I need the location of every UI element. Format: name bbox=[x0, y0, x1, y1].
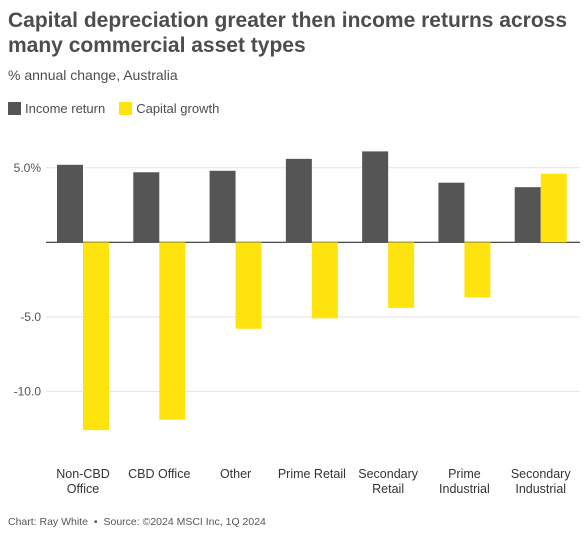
x-tick-label: Secondary Industrial bbox=[511, 467, 572, 496]
chart-footer: Chart: Ray White • Source: ©2024 MSCI In… bbox=[8, 516, 266, 528]
bar-income-return bbox=[438, 182, 465, 243]
y-tick-label: -10.0 bbox=[14, 384, 42, 398]
chart-subtitle: % annual change, Australia bbox=[8, 67, 178, 83]
y-tick-label: -5.0 bbox=[20, 310, 41, 324]
x-tick-label: Secondary Retail bbox=[358, 467, 419, 496]
bar-capital-growth bbox=[388, 242, 415, 308]
legend-label-income-return: Income return bbox=[25, 101, 106, 116]
x-tick-label: Prime Industrial bbox=[439, 467, 490, 496]
bar-capital-growth bbox=[83, 242, 109, 431]
chart-credit: Chart: Ray White bbox=[8, 516, 88, 528]
footer-separator: • bbox=[93, 516, 98, 528]
legend-swatch-capital-growth bbox=[119, 102, 133, 115]
bar-capital-growth bbox=[540, 173, 567, 243]
x-tick-label: Prime Retail bbox=[278, 467, 346, 481]
bar-income-return bbox=[209, 170, 236, 243]
bar-capital-growth bbox=[311, 242, 338, 319]
chart-source: Source: ©2024 MSCI Inc, 1Q 2024 bbox=[103, 516, 266, 528]
chart-legend: Income return Capital growth bbox=[8, 101, 233, 116]
y-tick-label: 5.0% bbox=[14, 161, 42, 175]
bar-income-return bbox=[133, 172, 160, 243]
bar-income-return bbox=[514, 187, 541, 243]
bar-chart: 5.0% -5.0 -10.0 Non-CBD Office CBD Office Othe… bbox=[14, 151, 580, 496]
x-tick-label: Non-CBD Office bbox=[56, 467, 110, 496]
bar-capital-growth bbox=[159, 242, 186, 420]
legend-swatch-income-return bbox=[8, 102, 21, 115]
chart-title: Capital depreciation greater then income… bbox=[8, 9, 568, 57]
bar-income-return bbox=[362, 151, 389, 243]
bar-income-return bbox=[285, 158, 312, 243]
x-tick-label: Other bbox=[220, 467, 251, 481]
bar-income-return bbox=[57, 164, 83, 243]
legend-item-capital-growth: Capital growth bbox=[119, 101, 219, 116]
bar-capital-growth bbox=[235, 242, 262, 329]
bar-capital-growth bbox=[464, 242, 491, 298]
legend-label-capital-growth: Capital growth bbox=[136, 101, 220, 116]
legend-item-income-return: Income return bbox=[8, 101, 105, 116]
x-tick-label: CBD Office bbox=[128, 467, 190, 481]
